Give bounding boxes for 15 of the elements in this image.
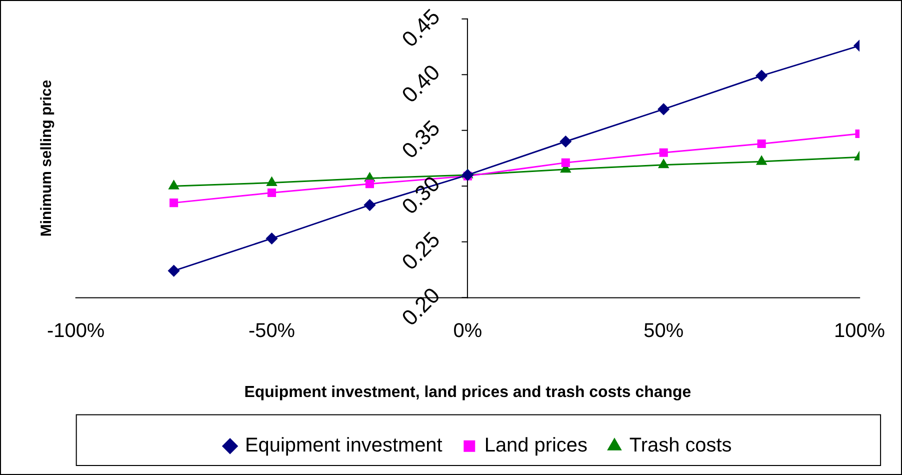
y-tick-label: 0.30 — [396, 171, 445, 219]
x-tick-label: -50% — [248, 320, 296, 342]
y-axis-title: Minimum selling price — [38, 80, 56, 237]
legend-label: Land prices — [484, 434, 588, 457]
x-tick-label: 0% — [453, 320, 482, 342]
y-tick-label: 0.40 — [396, 60, 445, 108]
x-tick-label: 100% — [834, 320, 886, 342]
y-tick-label: 0.25 — [396, 226, 445, 275]
x-axis-title: Equipment investment, land prices and trash costs change — [244, 384, 692, 402]
y-tick-label: 0.20 — [396, 282, 445, 330]
legend-label: Trash costs — [629, 434, 732, 457]
x-tick-label: 50% — [644, 320, 684, 342]
y-tick-label: 0.35 — [396, 115, 445, 164]
legend-label: Equipment investment — [245, 434, 443, 457]
x-tick-label: -100% — [47, 320, 105, 342]
